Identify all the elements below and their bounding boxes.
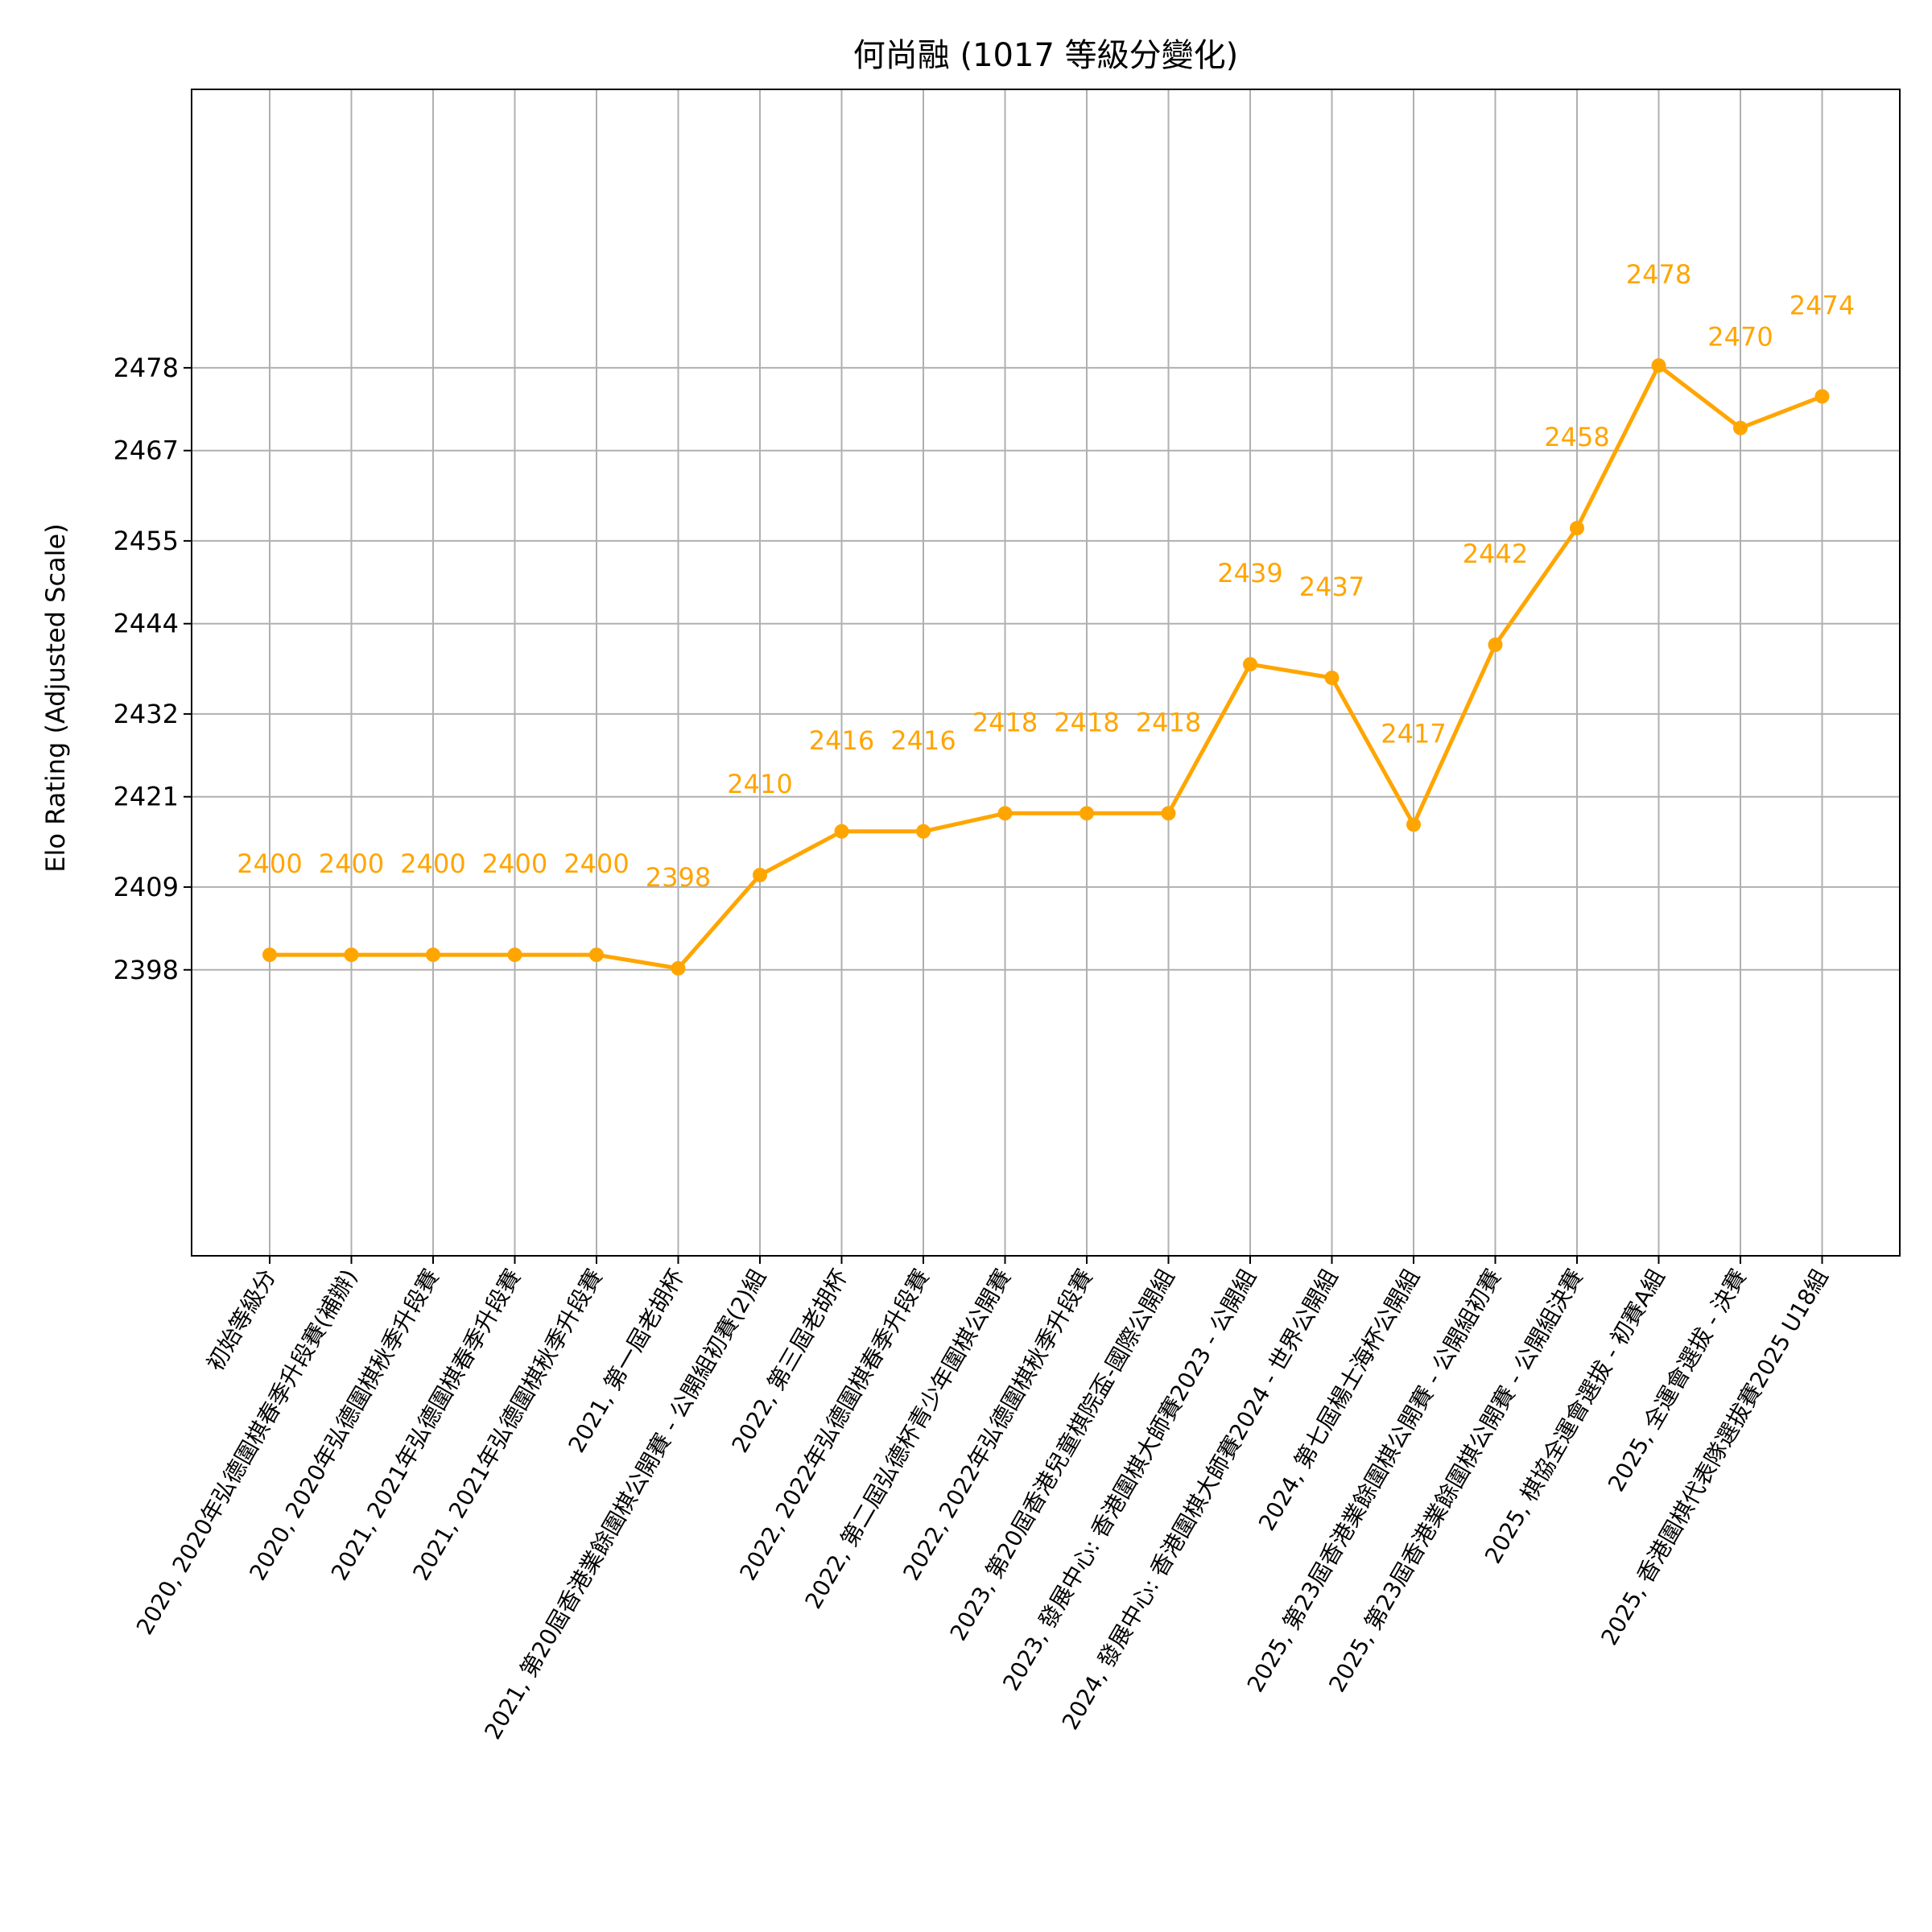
data-label: 2400 — [482, 848, 547, 879]
data-point — [1243, 657, 1257, 672]
data-label: 2410 — [727, 769, 792, 799]
data-point — [1733, 420, 1748, 436]
data-label: 2439 — [1217, 558, 1282, 588]
data-point — [1488, 637, 1503, 652]
data-label: 2416 — [890, 725, 956, 756]
x-tick-label: 2025, 全運會選拔 - 決賽 — [1603, 1265, 1752, 1496]
elo-series-line — [270, 363, 1823, 971]
data-point — [1814, 389, 1830, 404]
data-point — [1324, 671, 1340, 686]
data-point — [1406, 817, 1421, 832]
y-tick-label: 2432 — [114, 699, 179, 729]
data-label: 2418 — [972, 707, 1038, 737]
x-tick-label: 初始等級分 — [201, 1265, 281, 1376]
y-tick-label: 2409 — [114, 872, 179, 902]
data-point — [1651, 358, 1666, 374]
data-label: 2474 — [1790, 290, 1855, 320]
data-label: 2478 — [1626, 259, 1691, 290]
chart-title: 何尚融 (1017 等級分變化) — [853, 37, 1238, 74]
y-tick-label: 2467 — [114, 436, 179, 466]
series-points — [262, 358, 1830, 976]
data-label: 2470 — [1707, 322, 1773, 353]
data-point — [1080, 806, 1094, 821]
data-point — [834, 824, 849, 839]
y-axis-ticks: 2398 2409 2421 2432 2444 2455 2467 2478 — [114, 353, 192, 985]
y-axis-label: Elo Rating (Adjusted Scale) — [40, 523, 71, 872]
data-point — [1161, 806, 1176, 821]
data-point — [344, 947, 359, 963]
data-point — [1570, 521, 1584, 536]
y-tick-label: 2478 — [114, 353, 179, 383]
x-tick-label: 2024, 第七屆楊士海杯公開組 — [1253, 1265, 1425, 1535]
y-tick-label: 2444 — [114, 609, 179, 639]
data-label: 2400 — [237, 848, 302, 879]
series-line — [270, 363, 1823, 971]
y-tick-label: 2398 — [114, 955, 179, 985]
y-tick-label: 2455 — [114, 526, 179, 556]
data-label: 2400 — [319, 848, 384, 879]
data-point — [426, 947, 440, 963]
data-point — [916, 824, 931, 839]
plot-frame — [191, 89, 1901, 1257]
data-point — [997, 806, 1013, 821]
data-label: 2458 — [1544, 422, 1609, 452]
data-point — [671, 960, 686, 976]
data-labels: 2400 2400 2400 2400 2400 2398 2410 2416 2416 2418… — [237, 259, 1855, 893]
data-label: 2400 — [564, 848, 629, 879]
data-label: 2442 — [1463, 539, 1528, 569]
data-label: 2418 — [1136, 707, 1201, 737]
data-point — [507, 947, 522, 963]
data-label: 2437 — [1299, 572, 1364, 602]
data-label: 2418 — [1054, 707, 1119, 737]
y-tick-label: 2421 — [114, 782, 179, 812]
data-point — [753, 867, 767, 882]
data-point — [262, 947, 277, 963]
data-label: 2398 — [646, 862, 711, 893]
data-label: 2417 — [1381, 718, 1446, 749]
data-point — [589, 947, 604, 963]
data-label: 2400 — [400, 848, 465, 879]
data-label: 2416 — [809, 725, 874, 756]
